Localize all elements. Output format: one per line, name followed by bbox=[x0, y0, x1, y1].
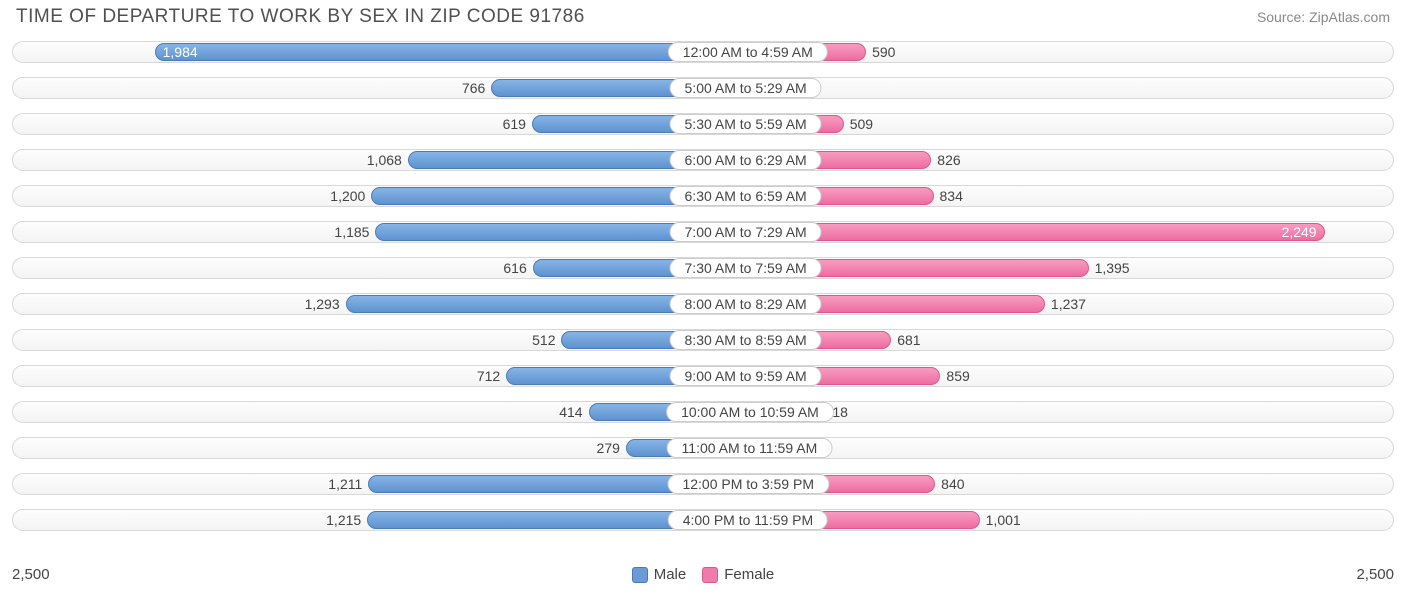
axis-label-left: 2,500 bbox=[12, 566, 50, 583]
category-pill: 5:00 AM to 5:29 AM bbox=[670, 78, 822, 98]
category-pill: 7:30 AM to 7:59 AM bbox=[670, 258, 822, 278]
male-value-label: 1,984 bbox=[155, 43, 703, 61]
male-value-label: 619 bbox=[503, 115, 526, 133]
female-value-label: 681 bbox=[897, 331, 920, 349]
female-value-label: 1,001 bbox=[986, 511, 1021, 529]
male-bar bbox=[375, 223, 703, 241]
legend-female: Female bbox=[702, 566, 774, 583]
male-swatch-icon bbox=[632, 567, 648, 583]
male-bar bbox=[367, 511, 703, 529]
male-value-label: 766 bbox=[462, 79, 485, 97]
category-pill: 4:00 PM to 11:59 PM bbox=[668, 510, 828, 530]
chart-row: 1,984 590 12:00 AM to 4:59 AM bbox=[12, 34, 1394, 70]
chart-row: 1,215 1,001 4:00 PM to 11:59 PM bbox=[12, 502, 1394, 538]
axis-label-right: 2,500 bbox=[1356, 566, 1394, 583]
legend-male-label: Male bbox=[654, 566, 687, 583]
chart-row: 1,200 834 6:30 AM to 6:59 AM bbox=[12, 178, 1394, 214]
chart-row: 1,293 1,237 8:00 AM to 8:29 AM bbox=[12, 286, 1394, 322]
chart-footer: 2,500 Male Female 2,500 bbox=[12, 566, 1394, 583]
male-value-label: 512 bbox=[532, 331, 555, 349]
chart-row: 1,068 826 6:00 AM to 6:29 AM bbox=[12, 142, 1394, 178]
female-value-label: 834 bbox=[940, 187, 963, 205]
male-value-label: 1,068 bbox=[367, 151, 402, 169]
source-label: Source: ZipAtlas.com bbox=[1257, 9, 1390, 25]
chart-row: 512 681 8:30 AM to 8:59 AM bbox=[12, 322, 1394, 358]
chart-container: TIME OF DEPARTURE TO WORK BY SEX IN ZIP … bbox=[0, 0, 1406, 595]
legend: Male Female bbox=[632, 566, 775, 583]
female-swatch-icon bbox=[702, 567, 718, 583]
male-value-label: 1,200 bbox=[330, 187, 365, 205]
chart-row: 712 859 9:00 AM to 9:59 AM bbox=[12, 358, 1394, 394]
male-value-label: 414 bbox=[559, 403, 582, 421]
female-value-label: 509 bbox=[850, 115, 873, 133]
male-value-label: 1,185 bbox=[334, 223, 369, 241]
male-bar bbox=[371, 187, 703, 205]
male-value-label: 616 bbox=[503, 259, 526, 277]
legend-female-label: Female bbox=[724, 566, 774, 583]
male-bar bbox=[346, 295, 703, 313]
category-pill: 9:00 AM to 9:59 AM bbox=[670, 366, 822, 386]
legend-male: Male bbox=[632, 566, 687, 583]
female-value-label: 1,395 bbox=[1095, 259, 1130, 277]
category-pill: 10:00 AM to 10:59 AM bbox=[666, 402, 834, 422]
female-value-label: 590 bbox=[872, 43, 895, 61]
category-pill: 8:00 AM to 8:29 AM bbox=[670, 294, 822, 314]
chart-row: 41441810:00 AM to 10:59 AM bbox=[12, 394, 1394, 430]
category-pill: 7:00 AM to 7:29 AM bbox=[670, 222, 822, 242]
chart-rows: 1,984 590 12:00 AM to 4:59 AM 7663125:00 AM… bbox=[0, 30, 1406, 538]
male-value-label: 1,215 bbox=[326, 511, 361, 529]
category-pill: 6:30 AM to 6:59 AM bbox=[670, 186, 822, 206]
male-value-label: 1,293 bbox=[305, 295, 340, 313]
male-value-label: 712 bbox=[477, 367, 500, 385]
chart-row: 1,211 840 12:00 PM to 3:59 PM bbox=[12, 466, 1394, 502]
chart-row: 616 1,395 7:30 AM to 7:59 AM bbox=[12, 250, 1394, 286]
category-pill: 8:30 AM to 8:59 AM bbox=[670, 330, 822, 350]
chart-title: TIME OF DEPARTURE TO WORK BY SEX IN ZIP … bbox=[16, 6, 585, 28]
category-pill: 5:30 AM to 5:59 AM bbox=[670, 114, 822, 134]
chart-row: 619 509 5:30 AM to 5:59 AM bbox=[12, 106, 1394, 142]
male-value-label: 279 bbox=[597, 439, 620, 457]
chart-row: 27923611:00 AM to 11:59 AM bbox=[12, 430, 1394, 466]
female-value-label: 1,237 bbox=[1051, 295, 1086, 313]
male-value-label: 1,211 bbox=[328, 475, 362, 493]
category-pill: 11:00 AM to 11:59 AM bbox=[667, 438, 833, 458]
female-value-label: 840 bbox=[941, 475, 964, 493]
male-bar bbox=[368, 475, 703, 493]
chart-header: TIME OF DEPARTURE TO WORK BY SEX IN ZIP … bbox=[0, 0, 1406, 30]
chart-row: 1,1852,2497:00 AM to 7:29 AM bbox=[12, 214, 1394, 250]
category-pill: 6:00 AM to 6:29 AM bbox=[670, 150, 822, 170]
male-bar bbox=[408, 151, 703, 169]
category-pill: 12:00 PM to 3:59 PM bbox=[667, 474, 829, 494]
category-pill: 12:00 AM to 4:59 AM bbox=[668, 42, 828, 62]
female-value-label: 826 bbox=[937, 151, 960, 169]
chart-row: 7663125:00 AM to 5:29 AM bbox=[12, 70, 1394, 106]
female-value-label: 859 bbox=[946, 367, 969, 385]
